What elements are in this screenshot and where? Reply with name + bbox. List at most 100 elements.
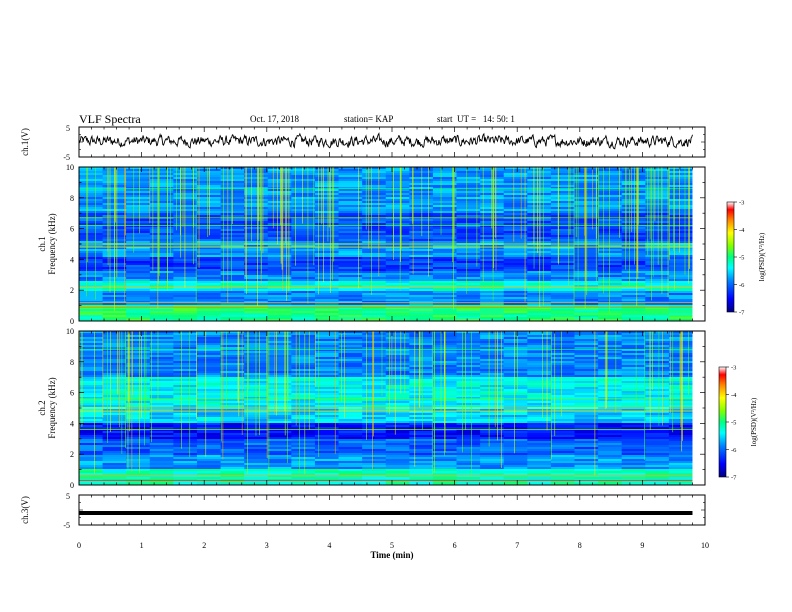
spectrogram-cell xyxy=(314,465,340,468)
spectrogram-cell xyxy=(550,343,576,346)
spectrogram-cell xyxy=(291,181,316,184)
spectrogram-cell xyxy=(385,175,410,178)
spectrogram-cell xyxy=(668,193,694,196)
spectrogram-cell xyxy=(244,267,269,270)
spectrogram-cell xyxy=(668,281,694,284)
spectrogram-cell xyxy=(645,199,670,202)
spectrogram-cell xyxy=(267,379,292,382)
time-tick-label: 6 xyxy=(453,541,457,550)
spectrogram-cell xyxy=(126,383,151,386)
spectrogram-cell xyxy=(456,273,481,276)
spectrogram-cell xyxy=(362,409,387,412)
spectrogram-cell xyxy=(338,211,363,214)
spectrogram-cell xyxy=(621,177,646,180)
spectrogram-cell xyxy=(598,447,623,450)
spectrogram-cell xyxy=(432,203,458,206)
spectrogram-cell xyxy=(314,205,340,208)
spectrogram-cell xyxy=(267,237,292,240)
spectrogram-cell xyxy=(314,361,340,364)
spectrogram-cell xyxy=(503,401,528,404)
spectrogram-cell xyxy=(550,279,576,282)
spectrogram-cell xyxy=(338,213,363,216)
spectrogram-cell xyxy=(598,305,623,308)
spectrogram-cell xyxy=(149,183,174,186)
spectrogram-cell xyxy=(480,359,505,362)
spectrogram-cell xyxy=(291,281,316,284)
spectrogram-cell xyxy=(149,259,174,262)
spectrogram-cell xyxy=(314,409,340,412)
spectrogram-cell xyxy=(621,419,646,422)
spectrogram-cell xyxy=(668,427,694,430)
spectrogram-cell xyxy=(267,433,292,436)
spectrogram-cell xyxy=(149,435,174,438)
spectrogram-cell xyxy=(126,273,151,276)
spectrogram-cell xyxy=(173,429,198,432)
spectrogram-cell xyxy=(338,369,363,372)
spectrogram-cell xyxy=(149,389,174,392)
spectrogram-cell xyxy=(645,173,670,176)
spectrogram-cell xyxy=(550,313,576,316)
spectrogram-cell xyxy=(314,371,340,374)
spectrogram-cell xyxy=(503,171,528,174)
spectrogram-cell xyxy=(196,355,222,358)
spectrogram-cell xyxy=(645,223,670,226)
spectrogram-cell xyxy=(220,365,245,368)
spectrogram-cell xyxy=(220,347,245,350)
spectrogram-cell xyxy=(668,233,694,236)
spectrogram-cell xyxy=(79,397,104,400)
spectrogram-cell xyxy=(621,275,646,278)
spectrogram-cell xyxy=(291,381,316,384)
spectrogram-cell xyxy=(267,363,292,366)
spectrogram-cell xyxy=(621,215,646,218)
spectrogram-cell xyxy=(550,199,576,202)
spectrogram-cell xyxy=(550,345,576,348)
spectrogram-cell xyxy=(220,303,245,306)
spectrogram-cell xyxy=(598,391,623,394)
spectrogram-cell xyxy=(621,241,646,244)
spectrogram-cell xyxy=(456,205,481,208)
spectrogram-cell xyxy=(456,339,481,342)
spectrogram-cell xyxy=(409,207,434,210)
spectrogram-cell xyxy=(267,395,292,398)
spectrogram-cell xyxy=(149,175,174,178)
spectrogram-cell xyxy=(409,483,434,486)
spectrogram-cell xyxy=(598,419,623,422)
spectrogram-cell xyxy=(244,445,269,448)
spectrogram-cell xyxy=(598,253,623,256)
spectrogram-cell xyxy=(385,255,410,258)
colorbar-tick-label: -6 xyxy=(731,447,737,454)
spectrogram-cell xyxy=(338,315,363,318)
spectrogram-cell xyxy=(362,241,387,244)
spectrogram-cell xyxy=(244,247,269,250)
spectrogram-cell xyxy=(598,317,623,320)
spectrogram-cell xyxy=(598,371,623,374)
spectrogram-cell xyxy=(338,357,363,360)
spectrogram-cell xyxy=(267,431,292,434)
spectrogram-cell xyxy=(385,357,410,360)
spectrogram-cell xyxy=(668,211,694,214)
spectrogram-cell xyxy=(432,477,458,480)
spectrogram-cell xyxy=(267,369,292,372)
spectrogram-cell xyxy=(385,229,410,232)
spectrogram-cell xyxy=(314,455,340,458)
spectrogram-cell xyxy=(338,367,363,370)
spectrogram-cell xyxy=(574,345,599,348)
spectrogram-cell xyxy=(291,257,316,260)
spectrogram-cell xyxy=(503,471,528,474)
spectrogram-cell xyxy=(550,175,576,178)
spectrogram-cell xyxy=(598,405,623,408)
spectrogram-cell xyxy=(196,357,222,360)
spectrogram-cell xyxy=(456,173,481,176)
spectrogram-cell xyxy=(173,419,198,422)
spectrogram-cell xyxy=(645,221,670,224)
spectrogram-cell xyxy=(621,265,646,268)
time-tick-label: 10 xyxy=(701,541,709,550)
spectrogram-cell xyxy=(126,391,151,394)
spectrogram-cell xyxy=(574,465,599,468)
spectrogram-cell xyxy=(574,481,599,484)
spectrogram-cell xyxy=(598,239,623,242)
spectrogram-cell xyxy=(79,463,104,466)
spectrogram-cell xyxy=(338,295,363,298)
spectrogram-cell xyxy=(267,463,292,466)
